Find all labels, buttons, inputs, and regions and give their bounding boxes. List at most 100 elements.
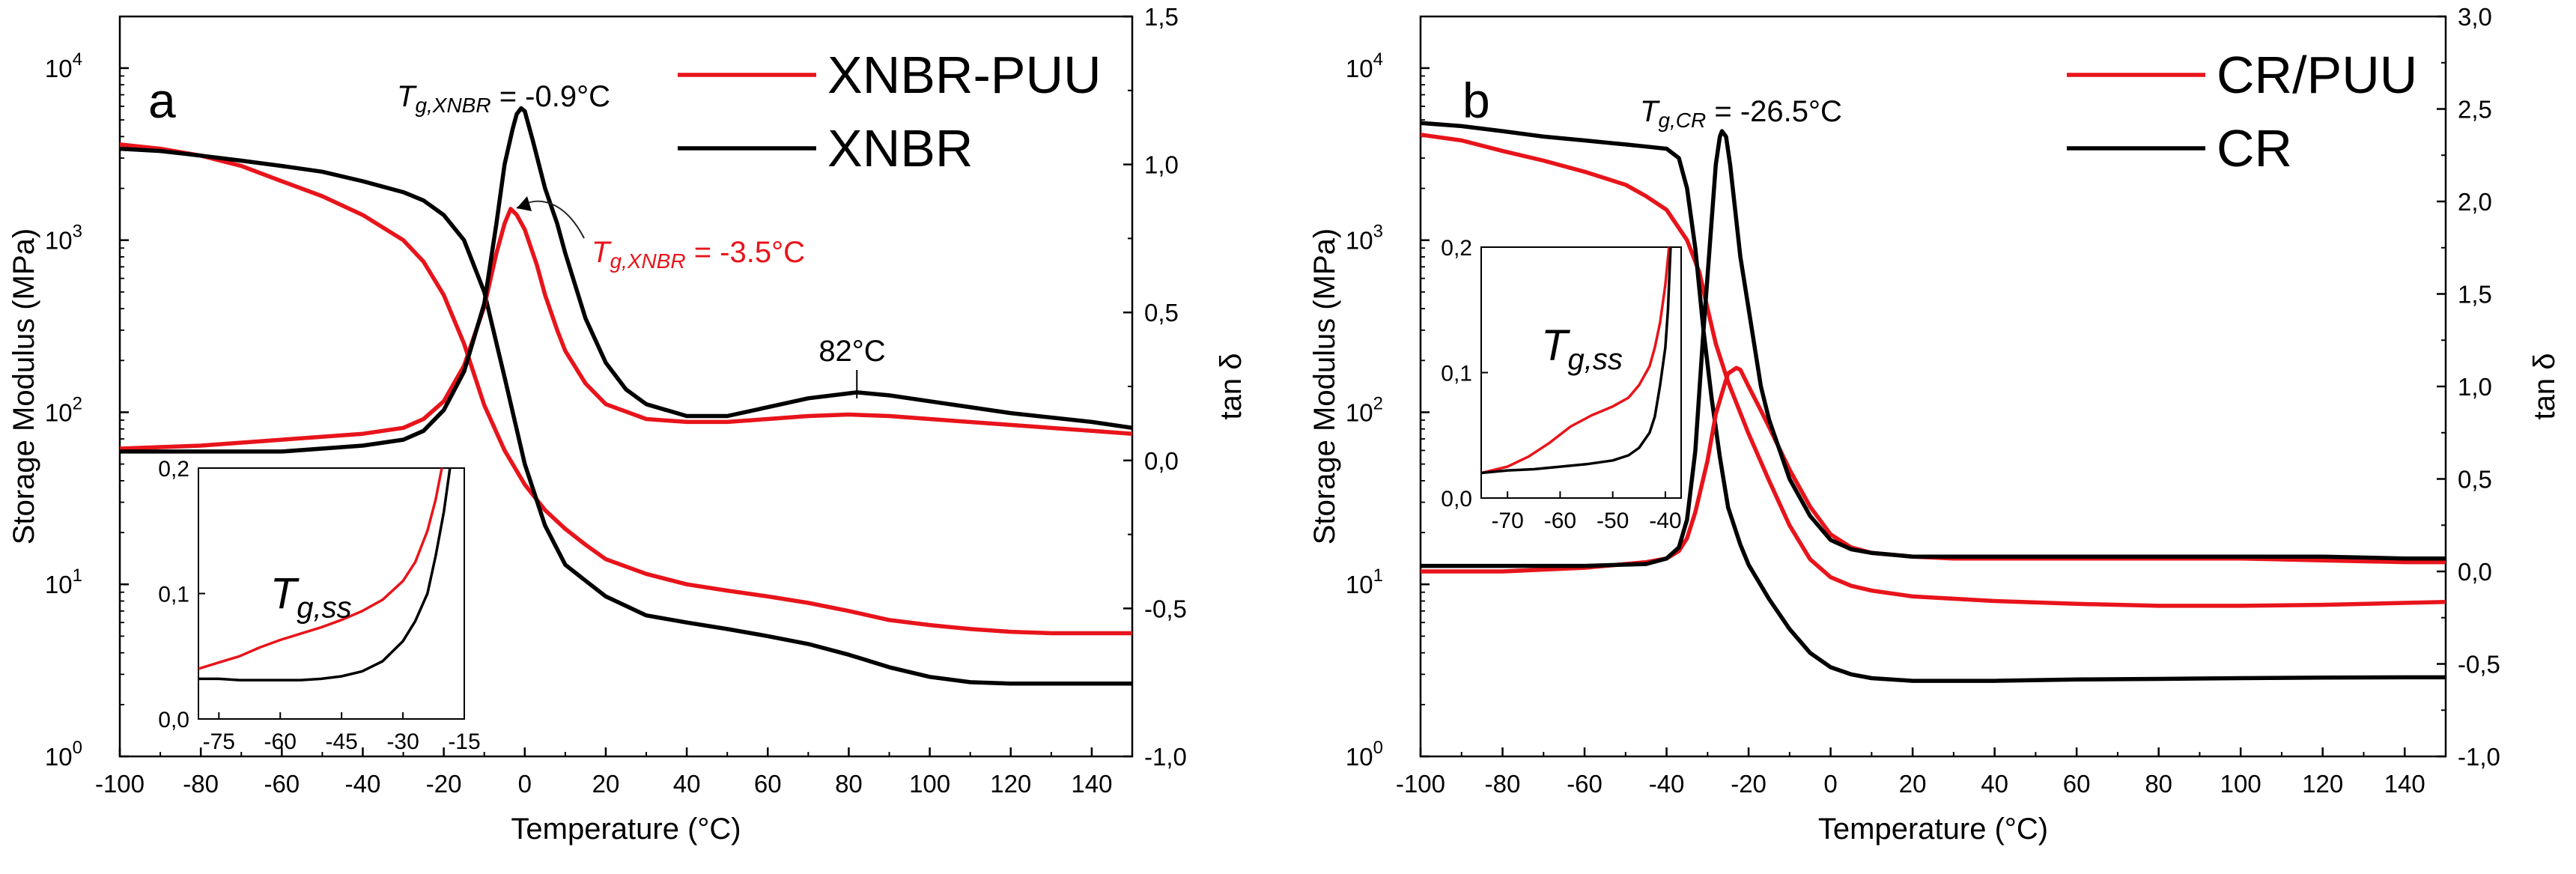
inset-frame — [1480, 246, 1682, 499]
series-line-2 — [120, 207, 1132, 451]
inset-x-tick-label: -45 — [325, 729, 357, 754]
y-tick-label: 102 — [1346, 393, 1383, 426]
x-tick-label: -40 — [1649, 770, 1685, 798]
tg-value: = -0.9°C — [491, 80, 610, 113]
y-tick-base: 10 — [1346, 743, 1373, 771]
chart-panel-b: -100 -80 -60 -40 -20 0 20 40 60 80 100 120 140100101… — [1308, 3, 2561, 846]
series-group — [120, 106, 1132, 686]
y-tick-exponent: 1 — [73, 565, 82, 586]
series-line-3 — [1421, 129, 2446, 568]
x-tick-label: 20 — [1899, 770, 1927, 798]
x-axis-title: Temperature (°C) — [511, 813, 741, 846]
inset-series-line-0 — [198, 468, 443, 670]
y2-tick-label: -1,0 — [2458, 743, 2500, 771]
y-axis-title: Storage Modulus (MPa) — [7, 228, 40, 544]
x-tick-label: 140 — [1071, 770, 1112, 798]
y-tick-exponent: 3 — [1373, 222, 1383, 242]
peak-annotation: 82°C — [818, 335, 885, 368]
inset-y-tick-label: 0,1 — [158, 583, 189, 607]
x-tick-label: -80 — [1485, 770, 1521, 798]
x-tick-label: 0 — [518, 770, 532, 798]
x-tick-label: 80 — [2145, 770, 2172, 798]
y-tick-base: 10 — [1346, 398, 1373, 426]
inset-x-tick-label: -15 — [448, 729, 480, 754]
series-line-3 — [120, 106, 1132, 454]
y-tick-label: 104 — [1346, 49, 1383, 82]
y2-tick-label: 2,5 — [2458, 96, 2492, 124]
x-tick-label: -100 — [1396, 770, 1445, 798]
series-line-0 — [1421, 133, 2446, 608]
inset-x-tick-label: -60 — [264, 729, 297, 754]
annotation-arrowhead — [517, 196, 532, 211]
y-tick-base: 10 — [45, 55, 73, 82]
x-tick-label: 80 — [835, 770, 863, 798]
tg-symbol: T — [1640, 95, 1660, 128]
series-group — [1421, 121, 2446, 683]
y-tick-base: 10 — [1346, 227, 1373, 255]
tg-subscript: g,CR — [1658, 109, 1706, 132]
series-line-0 — [120, 142, 1132, 636]
y-tick-label: 103 — [1346, 222, 1383, 255]
y-tick-label: 100 — [45, 738, 82, 771]
tg-subscript: g,XNBR — [610, 249, 685, 273]
y-tick-label: 104 — [45, 49, 82, 82]
y-tick-label: 100 — [1346, 738, 1383, 771]
legend-label: XNBR-PUU — [827, 46, 1102, 104]
inset-y-tick-label: 0,1 — [1441, 362, 1472, 386]
x-tick-label: 100 — [2220, 770, 2261, 798]
y-tick-label: 103 — [45, 222, 82, 255]
x-tick-label: 0 — [1823, 770, 1837, 798]
legend-label: CR — [2217, 119, 2292, 177]
y2-tick-label: 3,0 — [2458, 3, 2492, 31]
y2-tick-label: 0,0 — [2458, 558, 2492, 586]
y-tick-label: 101 — [45, 565, 82, 598]
y-tick-base: 10 — [45, 743, 73, 771]
x-tick-label: -60 — [1567, 770, 1603, 798]
y-tick-exponent: 0 — [73, 738, 82, 758]
inset-series-group — [1481, 247, 1672, 475]
inset-series-line-0 — [1481, 247, 1671, 475]
x-tick-label: 40 — [1981, 770, 2008, 798]
series-line-1 — [1421, 121, 2446, 683]
y2-axis-title: tan δ — [2528, 353, 2561, 420]
y2-tick-label: -1,0 — [1144, 743, 1187, 771]
series-line-1 — [120, 146, 1132, 686]
panel-letter: b — [1462, 73, 1490, 128]
x-tick-label: -20 — [426, 770, 462, 798]
x-tick-label: -80 — [183, 770, 219, 798]
inset-tg-symbol: T — [270, 570, 300, 619]
x-tick-label: 40 — [673, 770, 701, 798]
inset-tg-symbol: T — [1541, 321, 1570, 370]
y2-tick-label: 1,5 — [2458, 281, 2492, 309]
y-tick-base: 10 — [45, 398, 73, 426]
x-tick-label: 60 — [2063, 770, 2091, 798]
x-tick-label: 60 — [754, 770, 782, 798]
y-tick-exponent: 3 — [73, 222, 82, 242]
y-tick-exponent: 2 — [1373, 393, 1383, 413]
legend-label: XNBR — [827, 119, 973, 177]
y-tick-base: 10 — [1346, 55, 1373, 82]
inset-y-tick-label: 0,2 — [1441, 236, 1472, 261]
inset-series-line-1 — [1481, 247, 1672, 475]
inset-x-tick-label: -50 — [1597, 509, 1629, 533]
inset-x-tick-label: -70 — [1491, 509, 1523, 533]
tg-annotation-black: Tg,XNBR = -0.9°C — [397, 80, 610, 117]
y2-axis-title: tan δ — [1215, 353, 1248, 420]
y-axis-title: Storage Modulus (MPa) — [1308, 228, 1341, 544]
y2-tick-label: 0,5 — [1144, 299, 1179, 327]
y-tick-exponent: 4 — [73, 49, 82, 70]
legend-label: CR/PUU — [2217, 46, 2417, 104]
x-axis-title: Temperature (°C) — [1818, 813, 2048, 846]
y2-tick-label: 0,0 — [1144, 447, 1179, 475]
y-tick-exponent: 2 — [73, 393, 82, 413]
y-tick-base: 10 — [45, 571, 73, 598]
x-tick-label: 140 — [2384, 770, 2425, 798]
inset-x-tick-label: -60 — [1544, 509, 1576, 533]
inset-x-tick-label: -75 — [203, 729, 235, 754]
x-tick-label: -40 — [345, 770, 381, 798]
y-tick-exponent: 4 — [1373, 49, 1383, 70]
y-tick-label: 101 — [1346, 565, 1383, 598]
tg-subscript: g,XNBR — [415, 94, 490, 117]
y2-tick-label: 1,0 — [1144, 151, 1179, 179]
y2-tick-label: -0,5 — [2458, 651, 2500, 679]
